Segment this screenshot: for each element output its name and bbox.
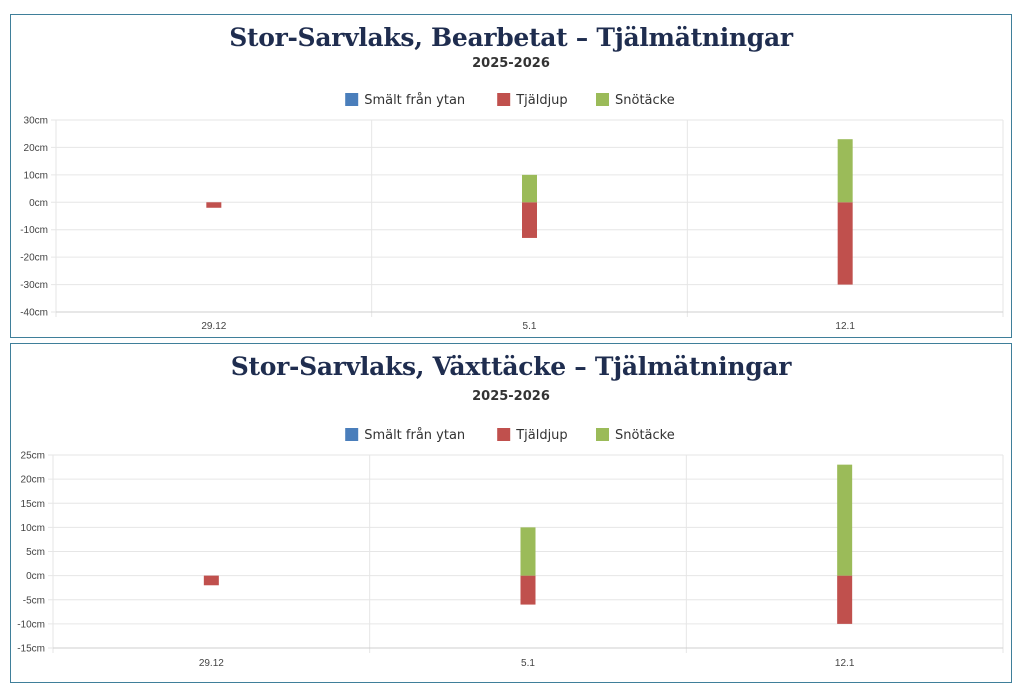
legend-label: Smält från ytan [364,93,465,108]
x-tick-label: 12.1 [835,321,855,332]
x-tick-label: 12.1 [835,658,855,669]
y-tick-label: 10cm [21,523,45,534]
chart-subtitle: 2025-2026 [472,389,550,404]
bar-tj-ldjup [206,202,222,208]
y-tick-label: 20cm [21,475,45,486]
y-tick-label: -20cm [20,253,48,264]
y-tick-label: -10cm [17,619,45,630]
chart-plot-bearbetat: 30cm 20cm 10cm 0cm -10cm -20cm -30cm -40cm 29.12… [20,93,1004,332]
bar-sn-t-cke [837,464,853,576]
chart-subtitle: 2025-2026 [472,56,550,71]
y-tick-label: -30cm [20,280,48,291]
y-tick-label: -40cm [20,308,48,319]
chart-title: Stor-Sarvlaks, Växttäcke – Tjälmätningar [230,352,792,381]
legend-label: Snötäcke [615,93,675,108]
y-tick-label: -10cm [20,225,48,236]
chart-panel-bearbetat: Stor-Sarvlaks, Bearbetat – Tjälmätningar… [10,14,1012,338]
y-tick-label: -15cm [17,644,45,655]
x-tick-label: 5.1 [523,321,537,332]
chart-title: Stor-Sarvlaks, Bearbetat – Tjälmätningar [229,23,793,52]
bar-tj-ldjup [520,575,536,605]
legend-swatch [497,93,511,106]
y-tick-label: 0cm [26,571,45,582]
y-tick-label: 15cm [21,499,45,510]
legend-swatch [345,428,359,441]
bar-tj-ldjup [837,575,853,624]
legend-label: Smält från ytan [364,428,465,443]
bar-tj-ldjup [203,575,219,586]
legend-swatch [345,93,359,106]
legend-swatch [596,428,609,441]
legend-label: Tjäldjup [515,93,568,108]
y-tick-label: 20cm [24,143,48,154]
y-tick-label: 0cm [29,198,48,209]
bar-tj-ldjup [837,202,853,285]
x-tick-label: 29.12 [201,321,226,332]
y-tick-label: 30cm [24,116,48,127]
x-tick-label: 5.1 [521,658,535,669]
legend-swatch [596,93,609,106]
bar-sn-t-cke [520,527,536,576]
y-tick-label: -5cm [23,595,45,606]
x-tick-label: 29.12 [199,658,224,669]
chart-panel-vaxttacke: Stor-Sarvlaks, Växttäcke – Tjälmätningar… [10,343,1012,683]
y-tick-label: 10cm [24,170,48,181]
bar-sn-t-cke [837,139,853,203]
y-tick-label: 25cm [21,451,45,462]
chart-plot-vaxttacke: 25cm 20cm 15cm 10cm 5cm 0cm -5cm -10cm -15cm 29.1… [17,428,1004,669]
legend-label: Tjäldjup [515,428,568,443]
legend-swatch [497,428,511,441]
y-tick-label: 5cm [26,547,45,558]
legend-label: Snötäcke [615,428,675,443]
bar-tj-ldjup [522,202,537,238]
bar-sn-t-cke [522,174,537,203]
